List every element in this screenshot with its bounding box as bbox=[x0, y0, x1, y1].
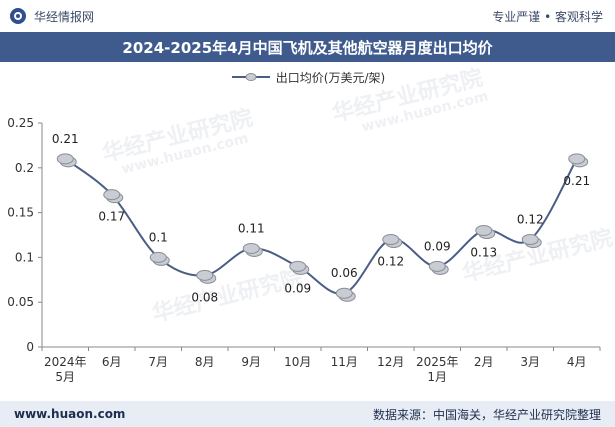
y-tick-label: 0.2 bbox=[15, 161, 34, 175]
data-point-marker bbox=[56, 153, 74, 165]
x-tick-label: 9月 bbox=[241, 355, 261, 369]
data-label: 0.12 bbox=[377, 254, 404, 268]
x-tick-label: 8月 bbox=[195, 355, 215, 369]
x-tick-label: 7月 bbox=[148, 355, 168, 369]
chart-title-bar: 2024-2025年4月中国飞机及其他航空器月度出口均价 bbox=[0, 32, 615, 62]
data-point bbox=[521, 233, 542, 248]
data-markers bbox=[56, 153, 589, 302]
footer-website: www.huaon.com bbox=[14, 407, 126, 421]
y-tick-label: 0.1 bbox=[15, 250, 34, 264]
brand: 华经情报网 bbox=[10, 8, 94, 25]
data-label: 0.1 bbox=[149, 230, 168, 244]
data-point-marker bbox=[521, 233, 539, 245]
data-label: 0.09 bbox=[424, 239, 451, 253]
x-tick-label: 10月 bbox=[284, 355, 311, 369]
data-label: 0.06 bbox=[331, 266, 358, 280]
chart-title: 2024-2025年4月中国飞机及其他航空器月度出口均价 bbox=[122, 38, 493, 57]
x-tick-label: 11月 bbox=[331, 355, 358, 369]
y-tick-label: 0.25 bbox=[7, 116, 34, 130]
legend-label: 出口均价(万美元/架) bbox=[275, 70, 386, 85]
x-tick-labels: 2024年 5月 6月 7月 8月 9月 10月 11月 12月 2025年 1月 2月 3月 4月 bbox=[44, 355, 587, 384]
data-point-marker bbox=[103, 189, 121, 201]
x-tick-label: 6月 bbox=[102, 355, 122, 369]
data-point-marker bbox=[196, 269, 214, 281]
footer: www.huaon.com 数据来源：中国海关，华经产业研究院整理 bbox=[0, 401, 615, 427]
data-label: 0.11 bbox=[238, 221, 265, 235]
top-bar: 华经情报网 专业严谨 • 客观科学 bbox=[0, 0, 615, 32]
data-point-marker bbox=[335, 287, 353, 299]
data-point-marker bbox=[568, 153, 586, 165]
data-point bbox=[428, 260, 449, 275]
data-label: 0.09 bbox=[284, 281, 311, 295]
line-chart: 0 0.05 0.1 0.15 0.2 0.25 2024年 5月 6月 7月 8月 9月 10月 11… bbox=[7, 116, 601, 384]
data-point bbox=[56, 153, 77, 168]
data-point-marker bbox=[149, 251, 167, 263]
data-label: 0.12 bbox=[517, 212, 544, 226]
data-label: 0.17 bbox=[98, 210, 125, 224]
data-point bbox=[475, 225, 496, 240]
data-point bbox=[568, 153, 589, 168]
data-point bbox=[382, 233, 403, 248]
data-point bbox=[196, 269, 217, 284]
series-line bbox=[64, 158, 578, 295]
x-tick-label: 2025年 1月 bbox=[416, 355, 459, 384]
y-tick-label: 0.05 bbox=[7, 295, 34, 309]
x-tick-label: 12月 bbox=[377, 355, 404, 369]
y-tick-label: 0 bbox=[26, 340, 34, 354]
data-point-marker bbox=[289, 260, 307, 272]
x-tick-label: 2月 bbox=[474, 355, 494, 369]
data-point bbox=[103, 189, 124, 204]
brand-name: 华经情报网 bbox=[34, 9, 95, 24]
x-tick-label: 3月 bbox=[520, 355, 540, 369]
tagline: 专业严谨 • 客观科学 bbox=[492, 9, 603, 24]
data-point bbox=[149, 251, 170, 266]
legend: 出口均价(万美元/架) bbox=[0, 66, 615, 88]
x-tick-label: 2024年 5月 bbox=[44, 355, 87, 384]
logo-icon bbox=[10, 8, 26, 24]
data-label: 0.08 bbox=[191, 290, 218, 304]
y-tick-label: 0.15 bbox=[7, 206, 34, 220]
data-point-marker bbox=[382, 233, 400, 245]
legend-line-icon bbox=[231, 73, 270, 81]
data-labels: 0.21 0.17 0.1 0.08 0.11 0.09 0.06 0.12 0.09 0.13 0… bbox=[52, 132, 590, 304]
data-label: 0.21 bbox=[563, 174, 590, 188]
x-tick-label: 4月 bbox=[567, 355, 587, 369]
data-label: 0.21 bbox=[52, 132, 79, 146]
data-point bbox=[335, 287, 356, 302]
data-point bbox=[289, 260, 310, 275]
y-tick-labels: 0 0.05 0.1 0.15 0.2 0.25 bbox=[7, 116, 34, 354]
axes bbox=[38, 122, 601, 351]
data-point-marker bbox=[428, 260, 446, 272]
data-point-marker bbox=[475, 225, 493, 237]
data-point bbox=[242, 242, 263, 257]
data-label: 0.13 bbox=[470, 246, 497, 260]
footer-source: 数据来源：中国海关，华经产业研究院整理 bbox=[372, 407, 601, 422]
data-point-marker bbox=[242, 242, 260, 254]
